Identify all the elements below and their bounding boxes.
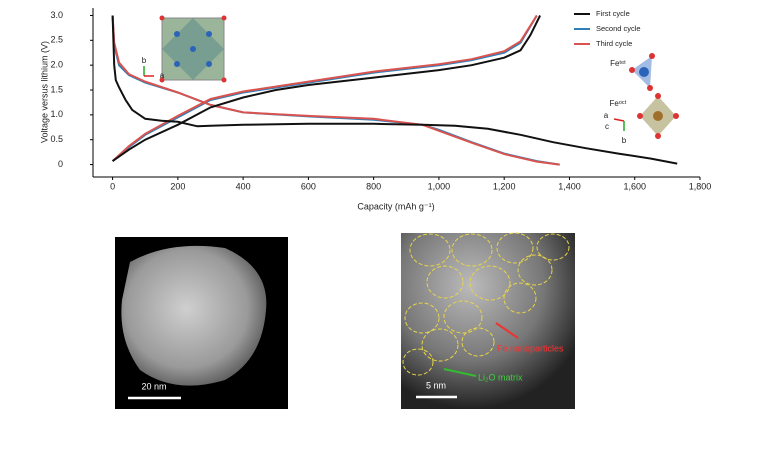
x-tick-label: 0	[110, 181, 115, 191]
x-tick-label: 600	[301, 181, 316, 191]
annotation: a	[160, 71, 165, 80]
data-line	[111, 14, 560, 166]
x-tick-label: 800	[366, 181, 381, 191]
y-tick-label: 0	[58, 159, 63, 169]
scale-bar-label: 20 nm	[141, 381, 166, 391]
legend-label: Second cycle	[596, 24, 641, 33]
x-tick-label: 1,000	[428, 181, 451, 191]
x-tick-label: 400	[236, 181, 251, 191]
stem-image-1	[115, 237, 288, 409]
annotation: b	[622, 136, 627, 145]
polyhedra-inset	[613, 53, 679, 139]
annotation: a	[604, 111, 609, 120]
x-tick-label: 200	[170, 181, 185, 191]
image-label: Fe nanoparticles	[497, 343, 564, 353]
x-tick-label: 1,800	[689, 181, 712, 191]
annotation: Feᵒᶜᵗ	[610, 99, 627, 108]
annotation: Feᵗᵉᵗ	[610, 59, 626, 68]
annotation: b	[142, 56, 147, 65]
data-line	[111, 15, 678, 165]
x-axis-title: Capacity (mAh g⁻¹)	[357, 201, 434, 211]
y-axis-title: Voltage versus lithium (V)	[39, 41, 49, 143]
image-label: Li₂O matrix	[478, 372, 523, 382]
y-tick-label: 3.0	[50, 10, 63, 20]
annotation: c	[605, 122, 609, 131]
legend-label: First cycle	[596, 9, 630, 18]
scale-bar-label: 5 nm	[426, 380, 446, 390]
y-tick-label: 2.5	[50, 35, 63, 45]
y-tick-label: 0.5	[50, 134, 63, 144]
y-tick-label: 2.0	[50, 60, 63, 70]
stem-image-2	[401, 232, 575, 409]
y-tick-label: 1.5	[50, 84, 63, 94]
crystal-inset	[143, 15, 227, 83]
x-tick-label: 1,400	[558, 181, 581, 191]
y-tick-label: 1.0	[50, 109, 63, 119]
legend-label: Third cycle	[596, 39, 632, 48]
x-tick-label: 1,600	[623, 181, 646, 191]
x-tick-label: 1,200	[493, 181, 516, 191]
